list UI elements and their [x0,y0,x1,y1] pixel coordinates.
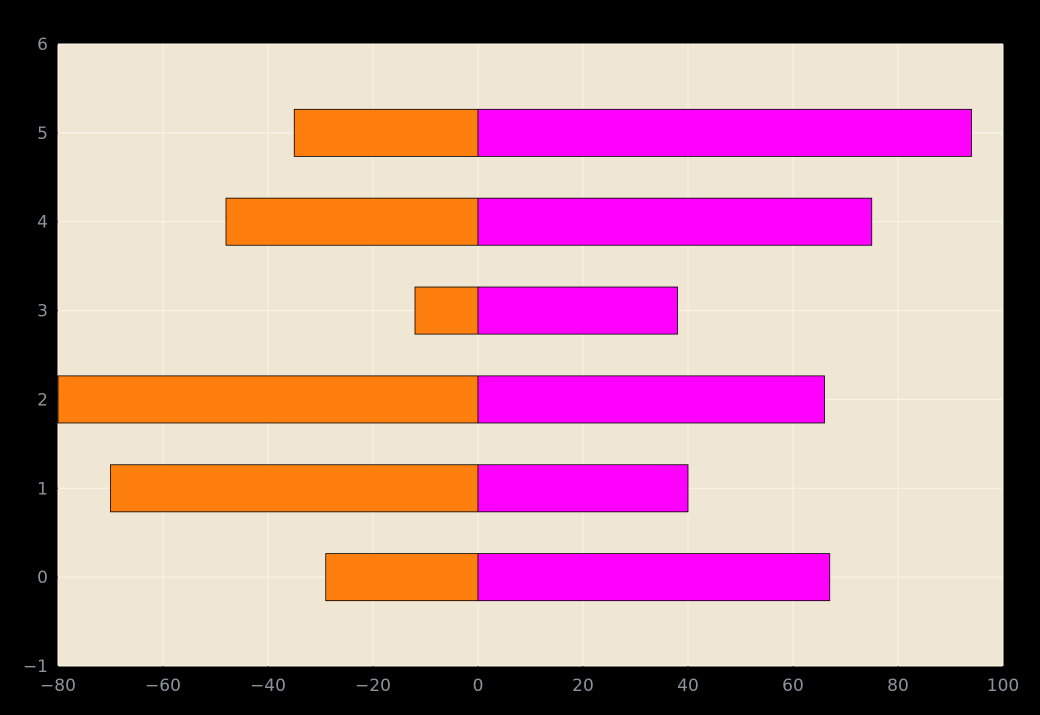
bar-positive-2 [477,375,825,424]
bar-negative-0 [325,553,479,602]
bar-negative-5 [293,108,479,157]
x-tick-label: 40 [677,676,699,696]
x-axis-ticks: −80 −60 −40 −20 0 20 40 60 80 100 [40,666,1019,696]
y-axis-ticks: −1 0 1 2 3 4 5 6 [23,35,58,677]
x-tick-label: 20 [572,676,594,696]
bar-positive-4 [477,197,873,246]
x-tick-label: −60 [145,676,181,696]
x-tick-label: 80 [887,676,909,696]
bar-negative-1 [110,464,479,513]
bar-negative-4 [225,197,479,246]
bar-positive-0 [477,553,831,602]
bar-negative-2 [57,375,479,424]
x-tick-label: −40 [250,676,286,696]
x-tick-label: 0 [473,676,484,696]
y-tick-label: 3 [37,302,48,322]
x-tick-label: 60 [782,676,804,696]
bar-positive-3 [477,286,678,335]
bar-positive-1 [477,464,689,513]
x-tick-label: −20 [355,676,391,696]
bars [57,108,972,602]
bar-negative-3 [414,286,479,335]
y-tick-label: 5 [37,124,48,144]
x-tick-label: 100 [987,676,1019,696]
x-tick-label: −80 [40,676,76,696]
y-tick-label: 1 [37,479,48,499]
y-tick-label: 2 [37,390,48,410]
y-tick-label: 0 [37,568,48,588]
y-tick-label: 4 [37,213,48,233]
y-tick-label: −1 [23,657,48,677]
y-tick-label: 6 [37,35,48,55]
bar-positive-5 [477,108,972,157]
